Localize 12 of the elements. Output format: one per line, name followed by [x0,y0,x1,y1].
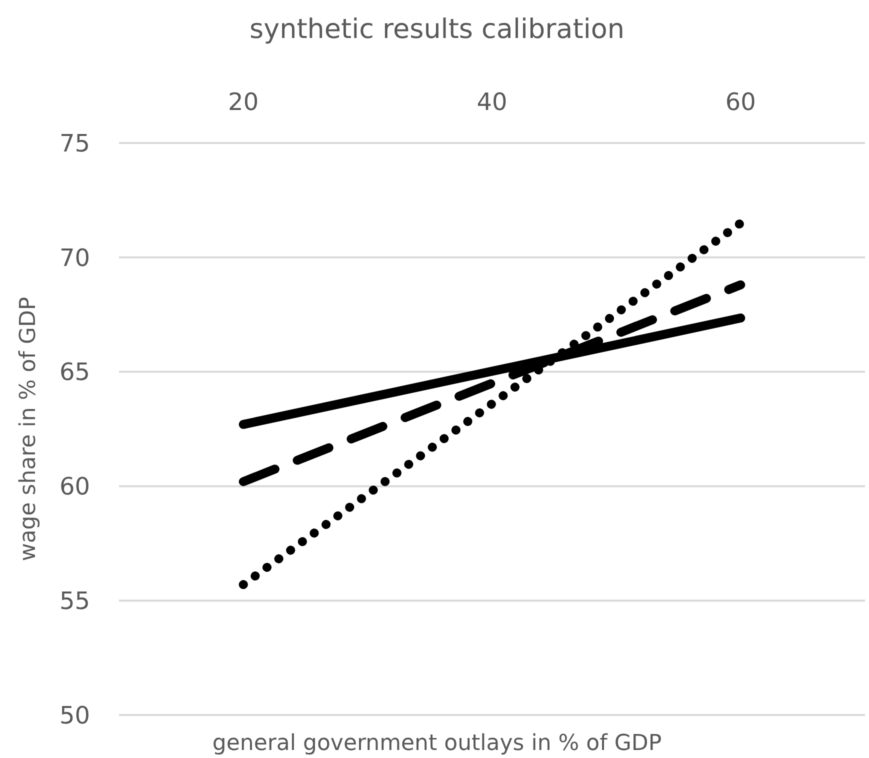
y-tick-label: 65 [59,358,90,386]
y-tick-label: 70 [59,244,90,272]
x-tick-label: 60 [725,88,756,116]
x-axis-title: general government outlays in % of GDP [212,731,662,756]
chart-title: synthetic results calibration [250,14,624,45]
y-tick-label: 60 [59,472,90,501]
y-tick-label: 75 [59,129,90,158]
x-tick-label: 20 [228,88,259,116]
x-tick-label: 40 [476,88,508,116]
y-tick-label: 50 [59,701,90,730]
y-axis-title: wage share in % of GDP [16,296,41,562]
y-tick-label: 55 [59,587,90,615]
